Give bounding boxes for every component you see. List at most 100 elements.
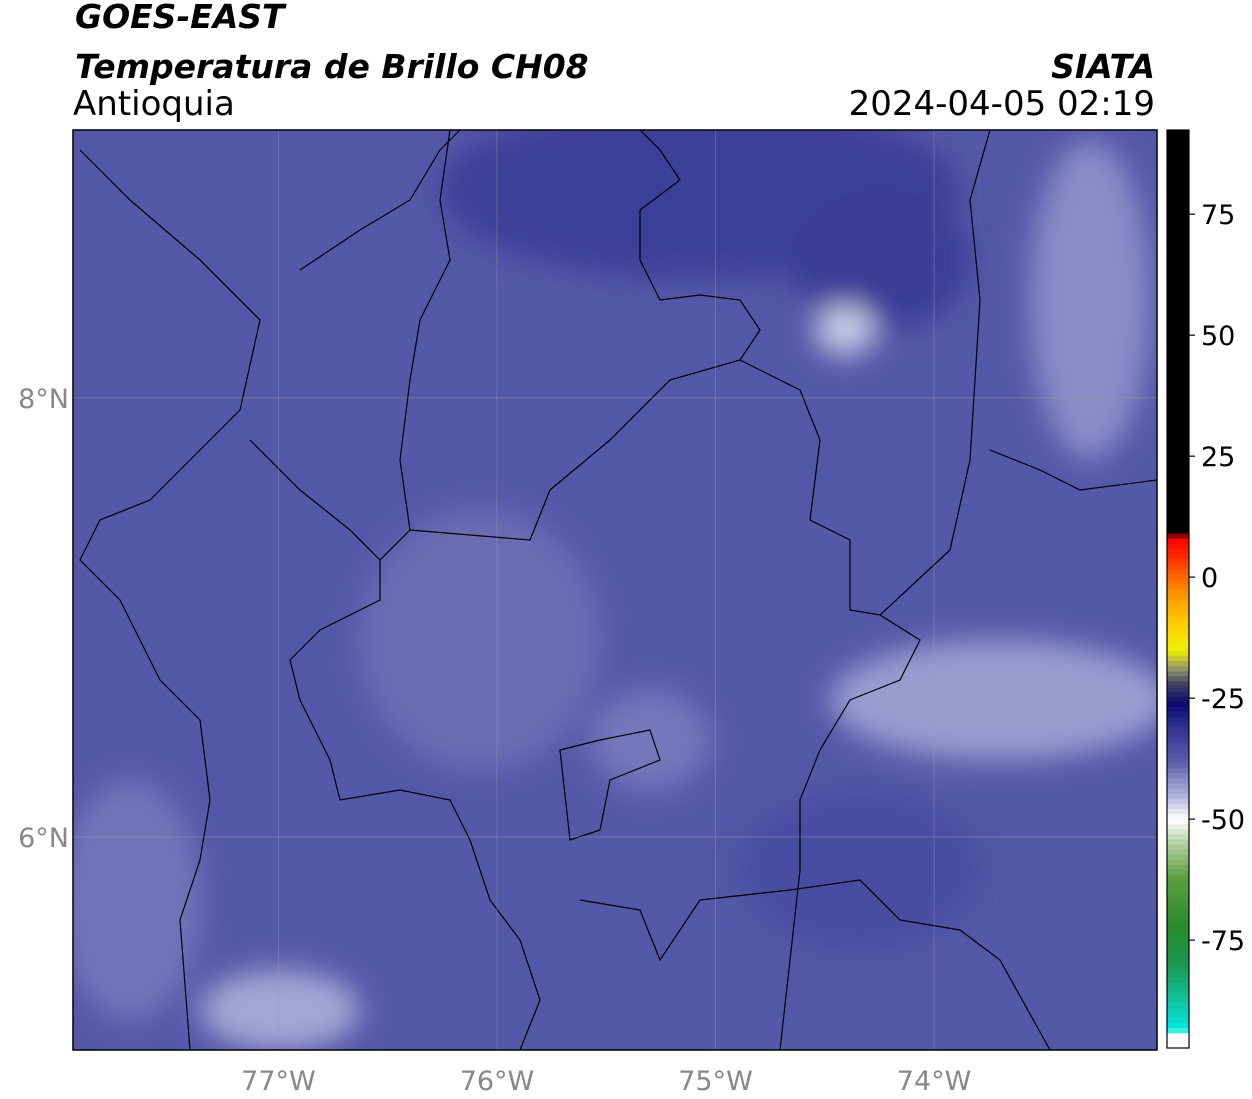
colorbar-tick-label: 25: [1201, 442, 1235, 473]
colorbar-segment: [1167, 634, 1189, 641]
colorbar-segment: [1167, 446, 1189, 452]
colorbar-segment: [1167, 808, 1189, 814]
lon-tick-label: 75°W: [678, 1066, 753, 1097]
colorbar-segment: [1167, 512, 1189, 519]
colorbar-segment: [1167, 573, 1189, 580]
colorbar-tick-label: -75: [1201, 926, 1245, 957]
colorbar-segment: [1167, 191, 1189, 197]
title: GOES-EAST: [75, 0, 287, 36]
colorbar-segment: [1167, 339, 1189, 345]
colorbar-segment: [1167, 711, 1189, 718]
colorbar-segment: [1167, 196, 1189, 202]
colorbar-segment: [1167, 160, 1189, 167]
colorbar-segment: [1167, 991, 1189, 998]
colorbar-segment: [1167, 1037, 1189, 1044]
colorbar-segment: [1167, 405, 1189, 412]
colorbar-segment: [1167, 604, 1189, 610]
colorbar-segment: [1167, 859, 1189, 865]
colorbar-segment: [1167, 308, 1189, 315]
colorbar-segment: [1167, 517, 1189, 524]
source: SIATA: [1051, 47, 1155, 86]
colorbar-segment: [1167, 130, 1189, 136]
colorbar-segment: [1167, 879, 1189, 886]
colorbar-segment: [1167, 150, 1189, 157]
colorbar-segment: [1167, 589, 1189, 595]
borders: [79, 130, 1157, 1050]
colorbar-segment: [1167, 675, 1189, 682]
colorbar-segment: [1167, 145, 1189, 151]
colorbar-segment: [1167, 762, 1189, 769]
colorbar-segment: [1167, 369, 1189, 376]
colorbar-segment: [1167, 1002, 1189, 1008]
colorbar-segment: [1167, 583, 1189, 590]
colorbar-segment: [1167, 940, 1189, 947]
colorbar-segment: [1167, 257, 1189, 264]
colorbar-segment: [1167, 553, 1189, 559]
colorbar-segment: [1167, 471, 1189, 478]
colorbar-segment: [1167, 900, 1189, 906]
colorbar-segment: [1167, 818, 1189, 825]
colorbar-segment: [1167, 910, 1189, 916]
colorbar-segment: [1167, 849, 1189, 855]
colorbar-segment: [1167, 844, 1189, 850]
colorbar-segment: [1167, 731, 1189, 738]
colorbar-segment: [1167, 1027, 1189, 1034]
colorbar-segment: [1167, 624, 1189, 631]
colorbar-segment: [1167, 466, 1189, 473]
colorbar-segment: [1167, 803, 1189, 809]
map-background: [73, 130, 1157, 1050]
colorbar-segment: [1167, 915, 1189, 922]
colorbar-segment: [1167, 221, 1189, 228]
colorbar-segment: [1167, 410, 1189, 417]
colorbar-segment: [1167, 476, 1189, 483]
colorbar-segment: [1167, 354, 1189, 361]
colorbar-segment: [1167, 981, 1189, 988]
colorbar-segment: [1167, 242, 1189, 248]
colorbar-segment: [1167, 232, 1189, 238]
colorbar-segment: [1167, 385, 1189, 391]
colorbar-segment: [1167, 543, 1189, 549]
colorbar-segment: [1167, 670, 1189, 677]
colorbar-segment: [1167, 155, 1189, 162]
colorbar-segment: [1167, 262, 1189, 269]
colorbar-segment: [1167, 186, 1189, 192]
colorbar-segment: [1167, 390, 1189, 396]
colorbar-segment: [1167, 374, 1189, 381]
grid: [73, 130, 1157, 1050]
colorbar-segment: [1167, 701, 1189, 707]
colorbar-segment: [1167, 420, 1189, 427]
colorbar-segment: [1167, 619, 1189, 626]
colorbar-segment: [1167, 318, 1189, 325]
colorbar-segment: [1167, 211, 1189, 218]
colorbar-segment: [1167, 986, 1189, 993]
colorbar-segment: [1167, 997, 1189, 1003]
colorbar-segment: [1167, 181, 1189, 187]
colorbar-segment: [1167, 691, 1189, 697]
colorbar-segment: [1167, 798, 1189, 804]
colorbar-segment: [1167, 359, 1189, 366]
colorbar-segment: [1167, 823, 1189, 830]
colorbar-segment: [1167, 665, 1189, 672]
colorbar-segment: [1167, 313, 1189, 320]
colorbar-segment: [1167, 838, 1189, 845]
datetime: 2024-04-05 02:19: [849, 84, 1155, 124]
colorbar-segment: [1167, 680, 1189, 687]
colorbar-segment: [1167, 237, 1189, 243]
colorbar-segment: [1167, 721, 1189, 728]
colorbar-segment: [1167, 706, 1189, 712]
colorbar-segment: [1167, 451, 1189, 457]
colorbar-segment: [1167, 135, 1189, 141]
colorbar-segment: [1167, 726, 1189, 733]
colorbar-tick-label: -50: [1201, 805, 1245, 836]
colorbar-segment: [1167, 864, 1189, 871]
colorbar-segment: [1167, 716, 1189, 723]
colorbar-segment: [1167, 487, 1189, 493]
colorbar-segment: [1167, 395, 1189, 401]
colorbar-segment: [1167, 813, 1189, 820]
colorbar-segment: [1167, 895, 1189, 901]
region: Antioquia: [73, 84, 235, 124]
colorbar-segment: [1167, 930, 1189, 937]
colorbar-tick-label: 0: [1201, 563, 1218, 594]
colorbar-segment: [1167, 400, 1189, 406]
